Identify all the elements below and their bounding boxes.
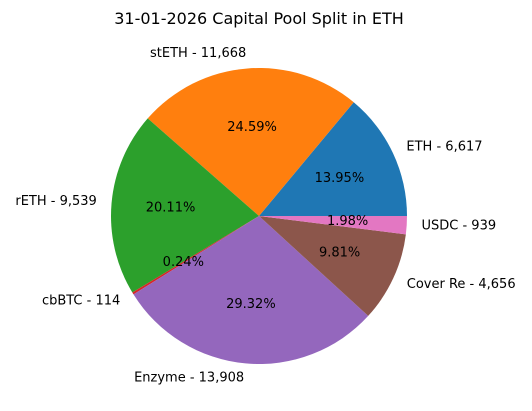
pct-label-reth: 20.11%: [146, 201, 196, 216]
slice-enzyme: [133, 216, 369, 365]
slice-label-eth: ETH - 6,617: [406, 139, 482, 154]
slice-label-enzyme: Enzyme - 13,908: [134, 371, 244, 386]
chart-title: 31-01-2026 Capital Pool Split in ETH: [114, 9, 404, 28]
slice-cover-re: [259, 216, 406, 316]
slice-usdc: [259, 216, 407, 235]
pct-label-cbbtc: 0.24%: [163, 255, 204, 270]
pct-label-usdc: 1.98%: [327, 214, 368, 229]
slice-label-usdc: USDC - 939: [421, 219, 496, 234]
pct-label-steth: 24.59%: [227, 120, 277, 135]
slice-label-cbbtc: cbBTC - 114: [42, 294, 120, 309]
pct-label-cover-re: 9.81%: [319, 246, 360, 261]
slice-cbbtc: [132, 216, 259, 295]
pct-label-eth: 13.95%: [315, 171, 365, 186]
slice-label-reth: rETH - 9,539: [15, 194, 96, 209]
pct-label-enzyme: 29.32%: [226, 297, 276, 312]
slice-steth: [147, 68, 354, 217]
slice-reth: [110, 118, 259, 293]
percentage-labels: 13.95% 24.59% 20.11% 0.24% 29.32% 9.81% 1.98%: [146, 120, 369, 312]
slice-eth: [259, 102, 407, 216]
slice-label-cover-re: Cover Re - 4,656: [407, 277, 516, 292]
pie-slices: [110, 68, 407, 365]
slice-label-steth: stETH - 11,668: [150, 46, 246, 61]
slice-labels: ETH - 6,617 stETH - 11,668 rETH - 9,539 cbB…: [15, 46, 515, 385]
